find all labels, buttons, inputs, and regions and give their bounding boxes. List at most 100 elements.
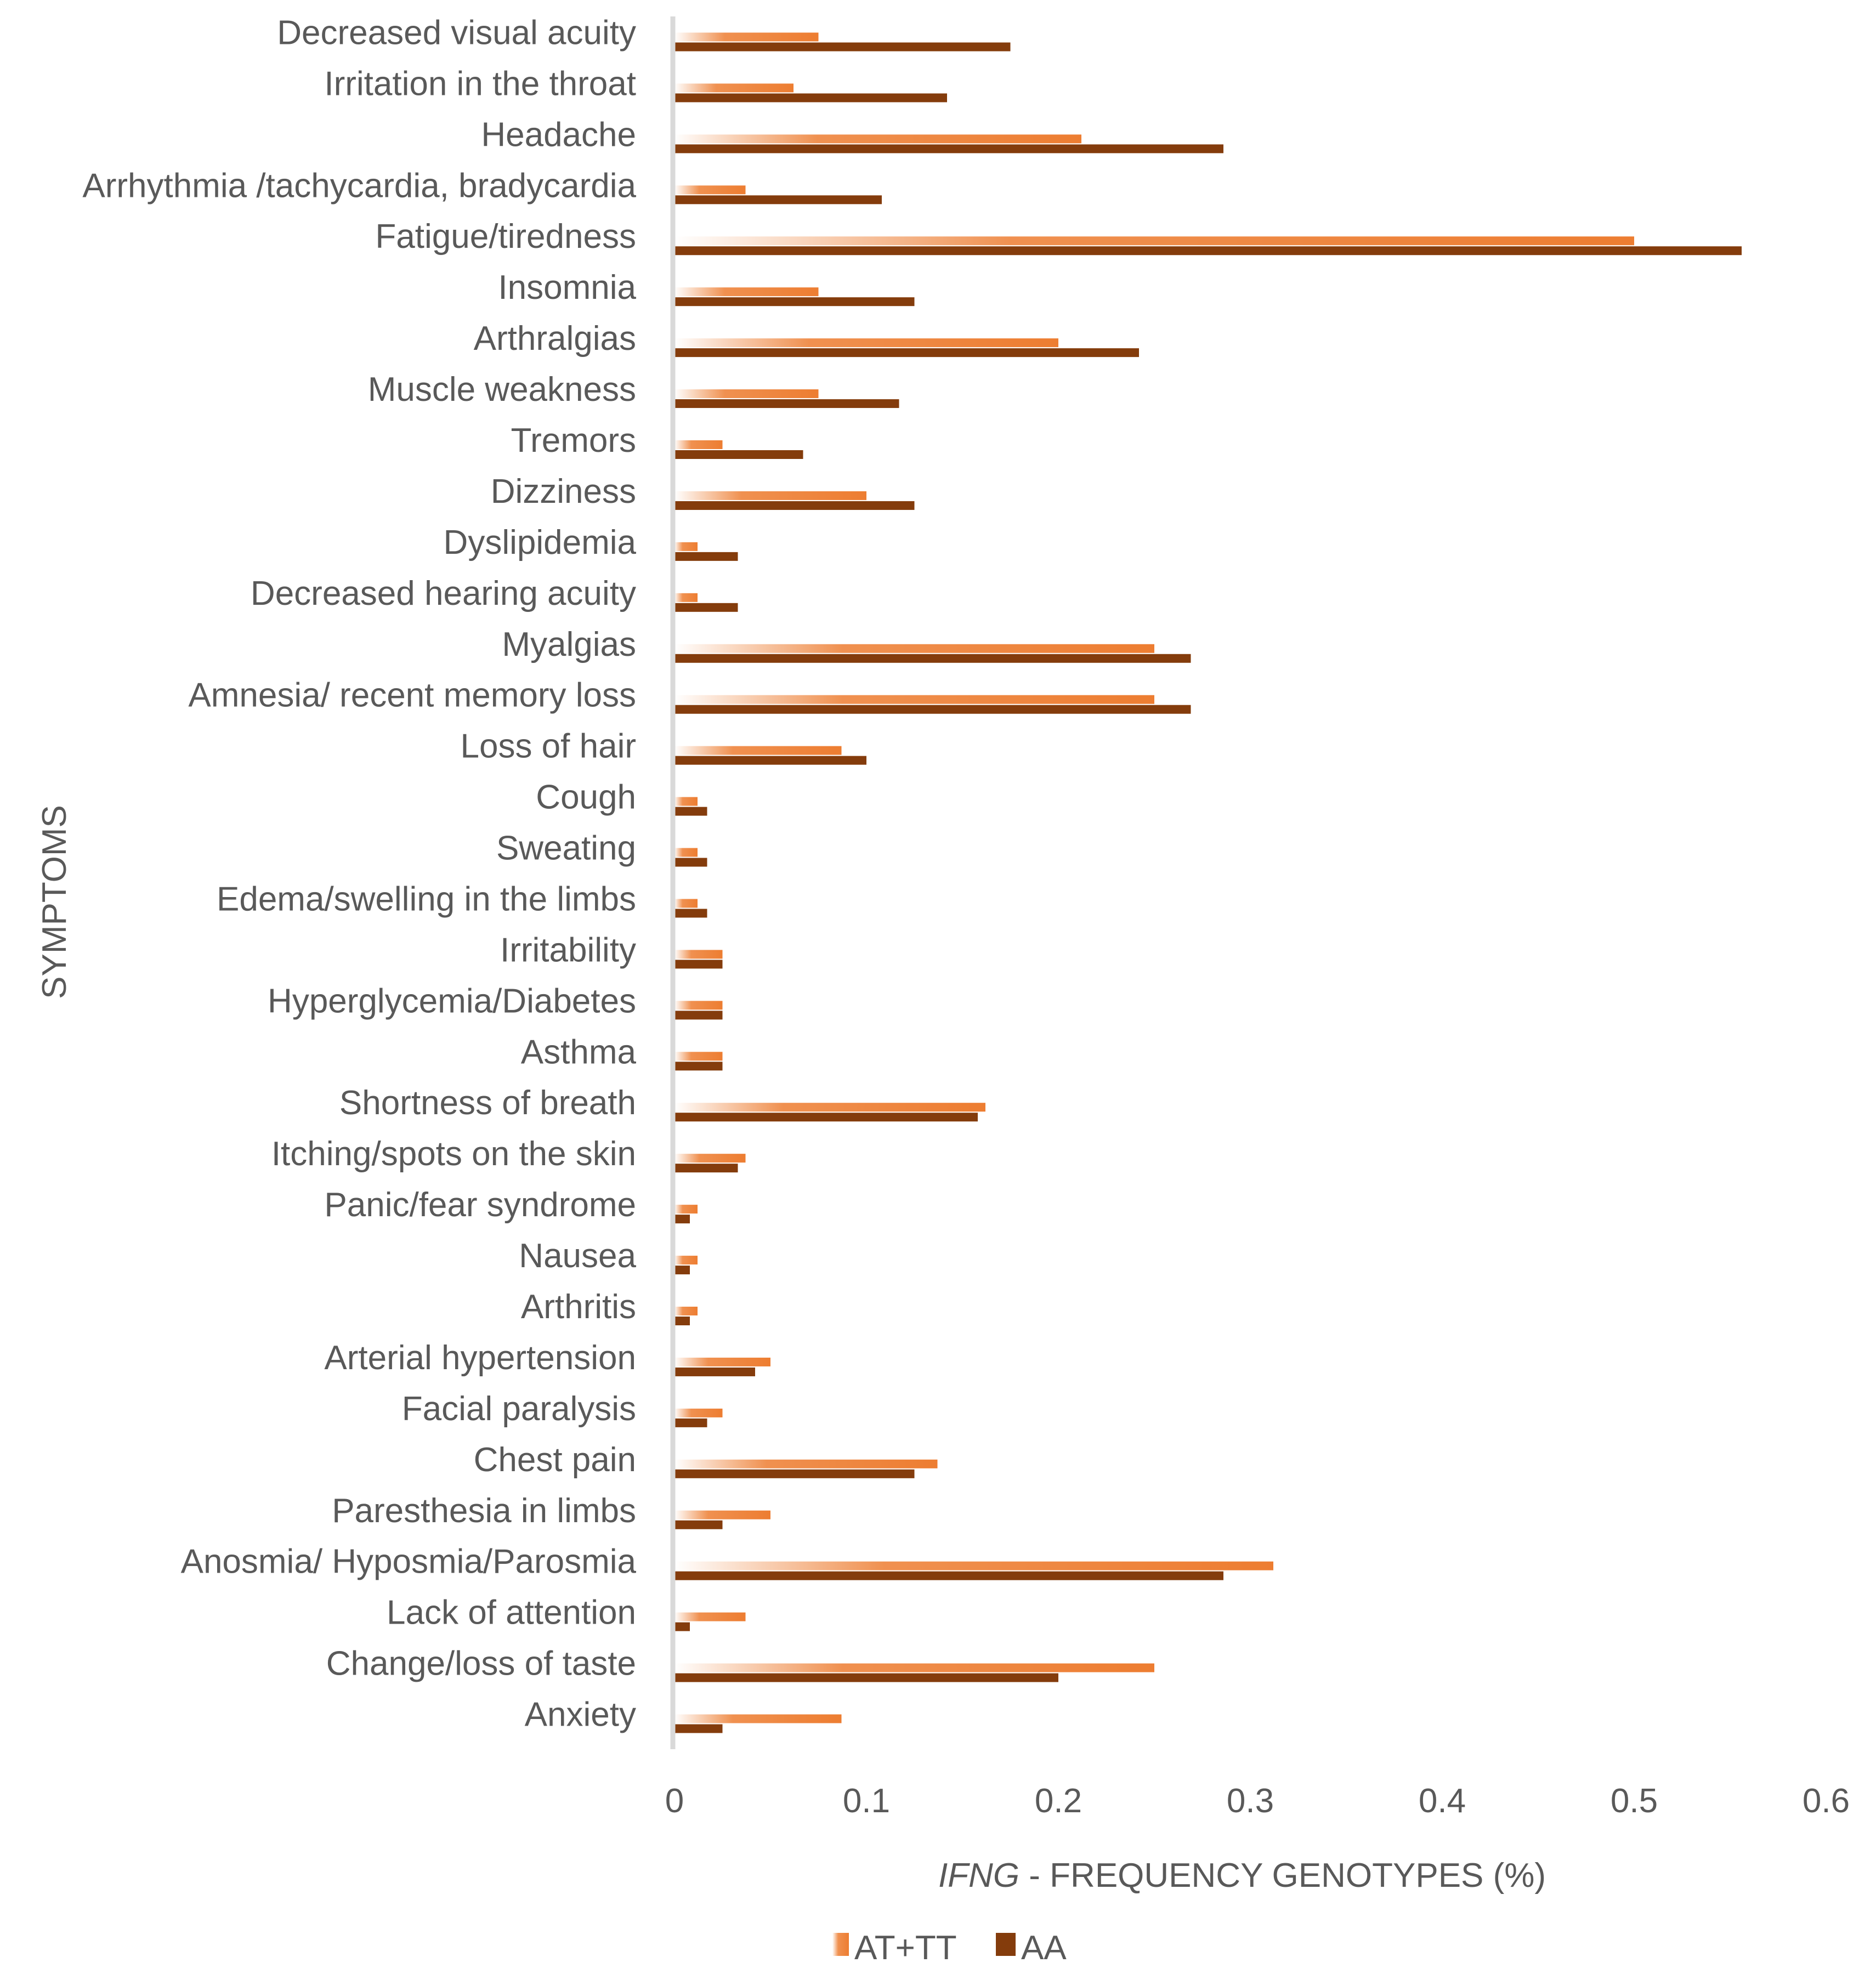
bar-aa-irritability [675,960,723,969]
x-tick-label: 0.5 [1611,1782,1658,1820]
bar-aa-facial-paralysis [675,1418,707,1427]
bar-at-tt-decreased-hearing-acuity [675,593,698,602]
bar-at-tt-irritability [675,950,723,959]
bar-at-tt-headache [675,134,1081,144]
bar-at-tt-insomnia [675,287,819,297]
bar-aa-insomnia [675,297,915,307]
bar-aa-decreased-visual-acuity [675,42,1011,52]
bar-at-tt-asthma [675,1052,723,1061]
category-label-headache: Headache [481,116,636,154]
category-label-itching-spots-on-the-skin: Itching/spots on the skin [271,1135,636,1173]
category-label-arthritis: Arthritis [521,1288,636,1326]
category-label-chest-pain: Chest pain [474,1441,636,1479]
bar-at-tt-anosmia-hyposmia-parosmia [675,1561,1273,1570]
category-label-nausea: Nausea [519,1237,636,1275]
category-label-facial-paralysis: Facial paralysis [402,1390,636,1428]
category-labels: Decreased visual acuity Irritation in the… [82,14,636,1733]
bar-at-tt-irritation-in-the-throat [675,83,794,93]
category-label-paresthesia-in-limbs: Paresthesia in limbs [332,1492,636,1530]
bar-aa-dyslipidemia [675,552,738,561]
category-label-dyslipidemia: Dyslipidemia [444,524,637,561]
category-label-asthma: Asthma [521,1033,637,1071]
bar-aa-anosmia-hyposmia-parosmia [675,1571,1223,1580]
bar-aa-lack-of-attention [675,1622,690,1631]
bar-aa-edema-swelling-in-the-limbs [675,909,707,918]
bar-at-tt-arterial-hypertension [675,1357,770,1366]
category-label-anxiety: Anxiety [525,1696,636,1734]
category-label-lack-of-attention: Lack of attention [387,1594,636,1632]
category-label-muscle-weakness: Muscle weakness [368,371,636,409]
bar-at-tt-decreased-visual-acuity [675,32,819,42]
bar-at-tt-facial-paralysis [675,1408,723,1417]
bar-aa-dizziness [675,501,915,510]
bar-aa-amnesia-recent-memory-loss [675,705,1191,714]
bar-at-tt-myalgias [675,644,1154,653]
x-axis-title-gene: IFNG [938,1857,1019,1894]
bar-at-tt-arthritis [675,1307,698,1315]
legend: AT+TT AA [832,1929,1067,1967]
category-label-decreased-hearing-acuity: Decreased hearing acuity [251,575,636,612]
y-axis-title: SYMPTOMS [36,805,73,999]
bar-at-tt-amnesia-recent-memory-loss [675,695,1154,704]
bar-aa-chest-pain [675,1469,915,1478]
category-label-edema-swelling-in-the-limbs: Edema/swelling in the limbs [217,880,636,918]
x-axis-title-text: - FREQUENCY GENOTYPES (%) [1029,1857,1546,1894]
bar-at-tt-dyslipidemia [675,542,698,551]
category-label-sweating: Sweating [496,830,636,867]
bar-aa-decreased-hearing-acuity [675,603,738,612]
x-tick-labels: 0 0.1 0.2 0.3 0.4 0.5 0.6 [665,1782,1850,1820]
category-label-irritation-in-the-throat: Irritation in the throat [324,65,636,103]
bar-at-tt-cough [675,797,698,806]
bar-at-tt-change-loss-of-taste [675,1663,1154,1672]
category-label-amnesia-recent-memory-loss: Amnesia/ recent memory loss [188,677,636,714]
bar-aa-headache [675,144,1223,154]
bar-at-tt-chest-pain [675,1459,938,1468]
x-tick-label: 0.2 [1035,1782,1082,1820]
bar-aa-panic-fear-syndrome [675,1215,690,1224]
bar-at-tt-loss-of-hair [675,746,842,755]
category-label-arrhythmia-tachycardia-bradycardia: Arrhythmia /tachycardia, bradycardia [82,167,636,205]
bar-aa-asthma [675,1062,723,1071]
bar-aa-fatigue-tiredness [675,246,1742,256]
bar-at-tt-edema-swelling-in-the-limbs [675,899,698,908]
bar-aa-irritation-in-the-throat [675,93,947,103]
bar-at-tt-arrhythmia-tachycardia-bradycardia [675,185,746,195]
category-label-tremors: Tremors [511,422,636,460]
bar-aa-sweating [675,858,707,867]
bar-at-tt-nausea [675,1256,698,1265]
bar-at-tt-tremors [675,440,723,449]
x-axis-title: IFNG - FREQUENCY GENOTYPES (%) [938,1857,1546,1894]
bar-aa-arthritis [675,1317,690,1325]
category-label-panic-fear-syndrome: Panic/fear syndrome [324,1186,636,1224]
bar-at-tt-sweating [675,848,698,857]
category-label-insomnia: Insomnia [498,269,636,307]
category-label-myalgias: Myalgias [502,626,636,663]
bar-aa-loss-of-hair [675,756,866,765]
bar-at-tt-fatigue-tiredness [675,236,1634,246]
category-label-dizziness: Dizziness [491,473,636,510]
bars-layer [675,32,1742,1733]
category-label-arthralgias: Arthralgias [474,320,636,358]
bar-aa-paresthesia-in-limbs [675,1520,723,1529]
category-label-irritability: Irritability [500,931,636,969]
bar-at-tt-shortness-of-breath [675,1103,985,1112]
bar-aa-arterial-hypertension [675,1367,755,1376]
bar-at-tt-paresthesia-in-limbs [675,1510,770,1519]
bar-aa-myalgias [675,654,1191,663]
category-label-anosmia-hyposmia-parosmia: Anosmia/ Hyposmia/Parosmia [181,1543,637,1581]
category-label-cough: Cough [536,779,636,816]
x-tick-label: 0.1 [843,1782,890,1820]
bar-aa-anxiety [675,1724,723,1733]
x-tick-label: 0.4 [1419,1782,1466,1820]
bar-at-tt-muscle-weakness [675,389,819,399]
category-label-hyperglycemia-diabetes: Hyperglycemia/Diabetes [268,982,636,1020]
bar-aa-tremors [675,450,803,459]
bar-aa-shortness-of-breath [675,1113,978,1122]
category-label-shortness-of-breath: Shortness of breath [339,1084,636,1122]
bar-aa-arrhythmia-tachycardia-bradycardia [675,195,882,205]
bar-aa-nausea [675,1266,690,1275]
legend-swatch-attt [832,1933,849,1956]
bar-at-tt-lack-of-attention [675,1612,746,1621]
bar-at-tt-hyperglycemia-diabetes [675,1001,723,1010]
